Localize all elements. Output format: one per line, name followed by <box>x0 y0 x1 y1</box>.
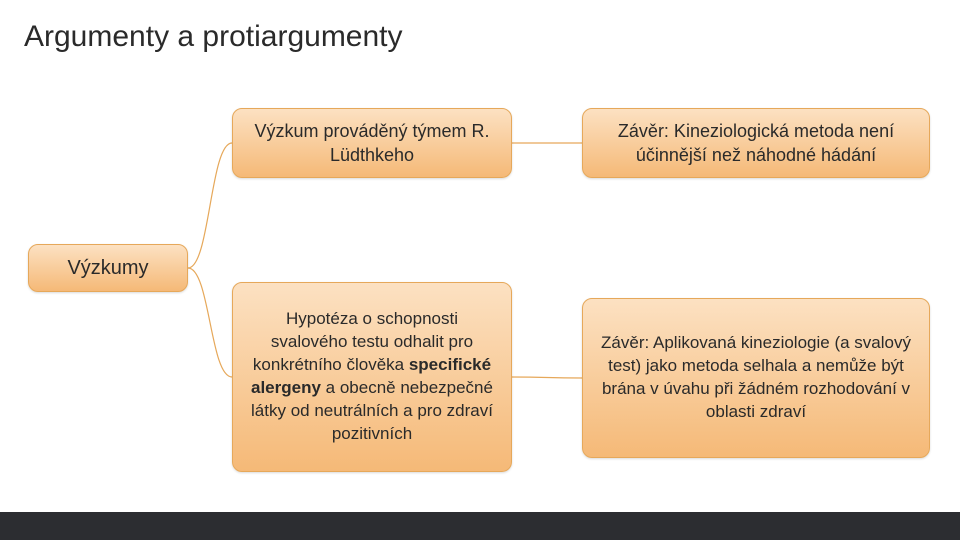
edge-root-to-topMid <box>188 143 232 268</box>
node-bot-mid: Hypotéza o schopnosti svalového testu od… <box>232 282 512 472</box>
edge-botMid-to-botRight <box>512 377 582 378</box>
node-bot-right: Závěr: Aplikovaná kineziologie (a svalov… <box>582 298 930 458</box>
node-top-right-label: Závěr: Kineziologická metoda není účinně… <box>597 119 915 168</box>
node-top-mid-label: Výzkum prováděný týmem R. Lüdthkeho <box>247 119 497 168</box>
node-root-label: Výzkumy <box>67 255 148 282</box>
bottom-bar <box>0 512 960 540</box>
page-title: Argumenty a protiargumenty <box>24 20 403 54</box>
node-bot-mid-label: Hypotéza o schopnosti svalového testu od… <box>247 308 497 446</box>
node-bot-right-label: Závěr: Aplikovaná kineziologie (a svalov… <box>597 332 915 424</box>
node-top-right: Závěr: Kineziologická metoda není účinně… <box>582 108 930 178</box>
edge-root-to-botMid <box>188 268 232 377</box>
node-top-mid: Výzkum prováděný týmem R. Lüdthkeho <box>232 108 512 178</box>
node-root: Výzkumy <box>28 244 188 292</box>
